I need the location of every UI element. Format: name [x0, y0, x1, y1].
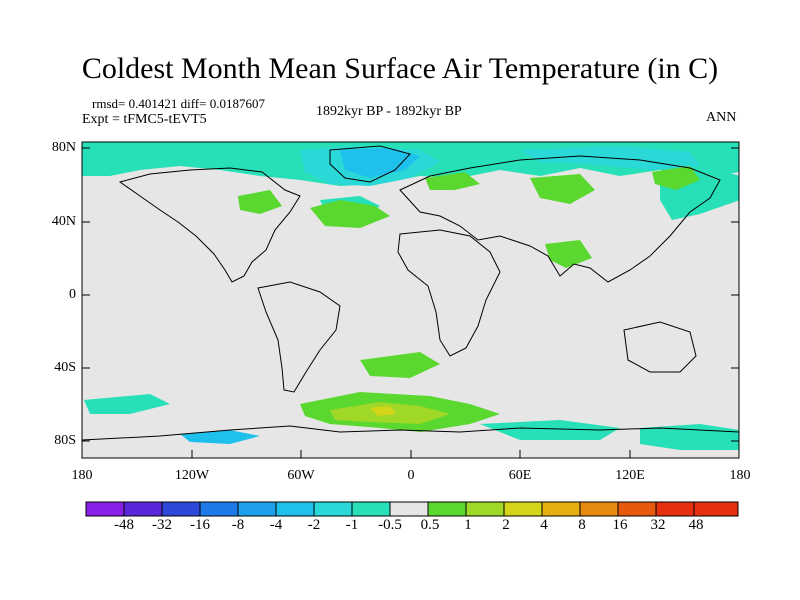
anomaly-blue-greenland: [340, 148, 420, 178]
anomaly-green-namerica: [238, 190, 282, 214]
colorbar-swatch: [427, 501, 467, 517]
anomaly-blue-antarctic: [180, 430, 260, 444]
anomaly-green-central-asia: [530, 174, 595, 204]
colorbar-label: 1: [464, 517, 472, 533]
colorbar-swatch: [655, 501, 695, 517]
coast-antarctica: [82, 425, 739, 441]
anomaly-green-southern-indian: [360, 352, 440, 378]
colorbar-label: -32: [152, 517, 172, 533]
colorbar-swatch: [237, 501, 277, 517]
lon-label-120e: 120E: [615, 468, 645, 483]
colorbar-swatch: [199, 501, 239, 517]
stats-text: rmsd= 0.401421 diff= 0.0187607: [92, 96, 265, 111]
coast-north-america: [118, 167, 301, 283]
colorbar-label: 48: [688, 517, 704, 533]
map-title: Coldest Month Mean Surface Air Temperatu…: [81, 52, 719, 85]
colorbar-label: -1: [345, 517, 359, 533]
colorbar-swatch: [617, 501, 657, 517]
colorbar-swatch: [389, 501, 429, 517]
colorbar-swatch: [541, 501, 581, 517]
anomaly-green-northatlantic: [310, 200, 390, 228]
colorbar-swatch: [275, 501, 315, 517]
lon-label-60e: 60E: [508, 468, 532, 483]
colorbar-label: -4: [269, 517, 283, 533]
lat-label-80n: 80N: [51, 140, 76, 155]
lon-label-180w: 180: [71, 468, 93, 483]
colorbar-swatch: [123, 501, 163, 517]
coast-south-america: [257, 281, 341, 393]
anomaly-green-europe: [425, 172, 480, 190]
colorbar: [85, 501, 739, 517]
lon-label-0: 0: [407, 468, 415, 483]
colorbar-label: -2: [307, 517, 321, 533]
anomaly-cyan-south-indian: [480, 420, 620, 440]
lon-label-180e: 180: [729, 468, 751, 483]
coast-africa: [397, 229, 501, 357]
colorbar-label: 4: [540, 517, 548, 533]
anomaly-fields: [82, 142, 739, 450]
colorbar-label: 0.5: [420, 517, 440, 533]
colorbar-swatch: [313, 501, 353, 517]
coast-greenland: [329, 145, 411, 183]
lat-label-40n: 40N: [51, 214, 76, 229]
lat-label-0: 0: [69, 287, 76, 302]
colorbar-swatch: [85, 501, 125, 517]
colorbar-swatch: [161, 501, 201, 517]
colorbar-label: -8: [231, 517, 245, 533]
colorbar-label: -16: [190, 517, 210, 533]
lon-label-60w: 60W: [287, 468, 315, 483]
colorbar-label: 32: [650, 517, 666, 533]
anomaly-cyan-southpacific: [84, 394, 170, 414]
coastlines: [82, 145, 739, 441]
colorbar-label: -0.5: [378, 517, 402, 533]
coast-eurasia: [399, 155, 721, 283]
colorbar-swatch: [351, 501, 391, 517]
lat-label-80s: 80S: [54, 433, 76, 448]
colorbar-swatch: [693, 501, 739, 517]
anomaly-yellow-antarctic: [370, 406, 396, 416]
lat-label-40s: 40S: [54, 360, 76, 375]
map-ticks: [82, 147, 739, 458]
colorbar-label: 16: [612, 517, 628, 533]
colorbar-label: 8: [578, 517, 586, 533]
colorbar-swatch: [503, 501, 543, 517]
colorbar-swatch: [465, 501, 505, 517]
season-text: ANN: [706, 110, 737, 125]
anomaly-green-india: [545, 240, 592, 268]
period-text: 1892kyr BP - 1892kyr BP: [316, 104, 462, 119]
coast-australia: [623, 321, 697, 373]
colorbar-swatch: [579, 501, 619, 517]
colorbar-label: -48: [114, 517, 134, 533]
colorbar-label: 2: [502, 517, 510, 533]
lon-label-120w: 120W: [174, 468, 210, 483]
anomaly-green-pacific: [652, 166, 700, 190]
experiment-text: Expt = tFMC5-tEVT5: [82, 112, 207, 127]
